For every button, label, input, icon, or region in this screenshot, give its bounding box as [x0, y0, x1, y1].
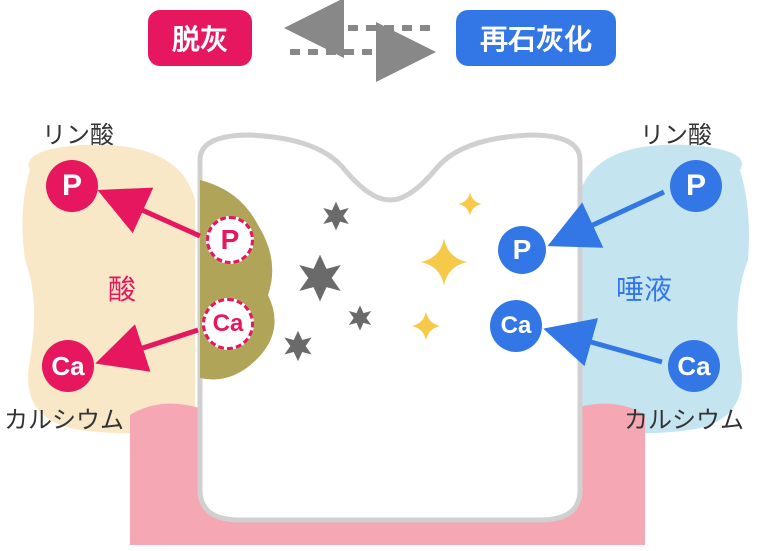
- label-right-calcium: カルシウム: [624, 400, 744, 435]
- label-right-phosphate: リン酸: [640, 115, 712, 150]
- label-acid: 酸: [108, 268, 136, 308]
- ion-rp-text: P: [686, 169, 706, 203]
- ion-ca-in-text: Ca: [213, 310, 244, 338]
- ion-right-ca-outer: Ca: [668, 340, 720, 392]
- ion-right-p-inner: P: [498, 226, 546, 274]
- ion-rp-in-text: P: [513, 234, 532, 266]
- ion-right-ca-inner: Ca: [490, 300, 542, 352]
- ion-ca-text: Ca: [51, 351, 84, 382]
- badge-remineralization: 再石灰化: [456, 10, 616, 66]
- label-left-phosphate: リン酸: [42, 115, 114, 150]
- ion-left-p-inner: P: [206, 216, 254, 264]
- ion-left-p-outer: P: [46, 160, 98, 212]
- label-left-calcium: カルシウム: [4, 400, 124, 435]
- ion-p-in-text: P: [221, 224, 240, 256]
- ion-p-text: P: [62, 169, 82, 203]
- ion-rca-in-text: Ca: [501, 312, 532, 340]
- label-saliva: 唾液: [616, 268, 672, 308]
- ion-right-p-outer: P: [670, 160, 722, 212]
- badge-right-text: 再石灰化: [480, 24, 592, 55]
- ion-rca-text: Ca: [677, 351, 710, 382]
- badge-demineralization: 脱灰: [148, 10, 252, 66]
- badge-left-text: 脱灰: [172, 24, 228, 55]
- ion-left-ca-outer: Ca: [42, 340, 94, 392]
- ion-left-ca-inner: Ca: [202, 298, 254, 350]
